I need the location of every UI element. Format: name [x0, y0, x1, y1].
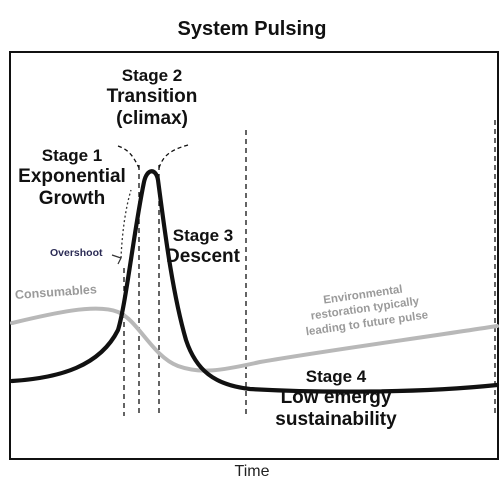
climax-bracket-right	[158, 144, 189, 169]
chart-title: System Pulsing	[177, 18, 327, 40]
overshoot-label: Overshoot	[50, 247, 103, 259]
stage2-subtitle: (climax)	[116, 108, 188, 130]
stage4-label: Stage 4 Low emergy sustainability	[246, 367, 426, 432]
stage1-label: Stage 1 Exponential Growth	[12, 146, 132, 211]
stage4-name: Stage 4	[305, 367, 367, 386]
stage2-title: Transition	[106, 86, 198, 108]
x-axis-label: Time	[234, 463, 270, 480]
stage3-name: Stage 3	[172, 226, 234, 245]
stage2-label: Stage 2 Transition (climax)	[92, 66, 212, 131]
pulse-curve	[9, 169, 500, 394]
stage1-name: Stage 1	[41, 146, 103, 165]
consumables-curve	[10, 306, 499, 373]
plot-frame	[9, 51, 499, 460]
overshoot-arrow-icon	[111, 254, 122, 265]
stage2-name: Stage 2	[121, 66, 183, 85]
stage4-subtitle: sustainability	[275, 409, 397, 431]
stage4-title: Low emergy	[280, 387, 392, 409]
stage3-title: Descent	[166, 246, 240, 268]
stage1-subtitle: Growth	[38, 188, 106, 210]
stage1-title: Exponential	[18, 166, 126, 188]
climax-bracket-left	[117, 145, 140, 169]
stage3-label: Stage 3 Descent	[158, 226, 248, 268]
